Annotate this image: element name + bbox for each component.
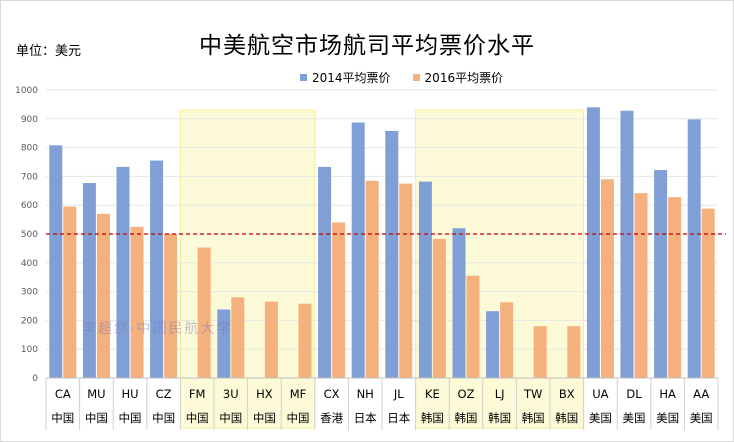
country-label-KE: 韩国 <box>421 411 444 425</box>
x-tick-label-NH: NH <box>357 387 374 401</box>
y-tick-label-0: 0 <box>32 374 38 384</box>
x-tick-label-TW: TW <box>523 387 542 401</box>
x-tick-label-CA: CA <box>55 387 71 401</box>
x-tick-label-DL: DL <box>626 387 642 401</box>
x-tick-label-BX: BX <box>559 387 575 401</box>
bar-2016-HU <box>130 226 144 378</box>
x-tick-label-MF: MF <box>290 387 307 401</box>
bar-2014-NH <box>351 122 365 378</box>
country-label-HX: 中国 <box>253 411 276 425</box>
country-label-AA: 美国 <box>690 411 713 425</box>
x-tick-label-KE: KE <box>425 387 440 401</box>
bar-2016-AA <box>701 208 715 378</box>
country-label-TW: 韩国 <box>522 411 545 425</box>
watermark-text: 李超然·中国民航大学 <box>82 321 233 337</box>
country-label-UA: 美国 <box>589 411 612 425</box>
x-tick-label-HU: HU <box>121 387 138 401</box>
bar-2016-OZ <box>466 275 480 378</box>
y-tick-label-1000: 1000 <box>15 86 38 96</box>
country-label-MF: 中国 <box>287 411 310 425</box>
legend-item-2014: 2014平均票价 <box>300 69 391 86</box>
bar-2014-DL <box>620 110 634 379</box>
bar-2016-JL <box>399 183 413 378</box>
legend-label-2016: 2016平均票价 <box>424 71 504 85</box>
unit-label: 单位：美元 <box>16 44 82 59</box>
x-tick-label-JL: JL <box>393 387 404 401</box>
y-tick-label-200: 200 <box>21 316 38 326</box>
x-tick-label-LJ: LJ <box>495 387 505 401</box>
bar-2016-HX <box>264 301 278 378</box>
bar-2016-KE <box>432 238 446 378</box>
country-label-HA: 美国 <box>656 411 679 425</box>
country-label-OZ: 韩国 <box>455 411 478 425</box>
y-tick-label-400: 400 <box>21 259 38 269</box>
legend-item-2016: 2016平均票价 <box>412 69 504 86</box>
country-label-CZ: 中国 <box>152 411 175 425</box>
bar-2014-3U <box>217 309 231 378</box>
country-label-3U: 中国 <box>219 411 242 425</box>
bar-2014-AA <box>687 119 701 378</box>
bar-2014-UA <box>586 107 600 378</box>
bar-2016-TW <box>533 326 547 378</box>
bar-2016-3U <box>231 297 245 378</box>
x-tick-label-3U: 3U <box>223 387 239 401</box>
country-label-LJ: 韩国 <box>488 411 511 425</box>
country-label-MU: 中国 <box>85 411 108 425</box>
bar-2014-HU <box>116 166 130 378</box>
country-label-CX: 香港 <box>320 411 343 425</box>
legend-label-2014: 2014平均票价 <box>312 71 391 85</box>
y-tick-label-600: 600 <box>21 201 38 211</box>
legend-swatch-2016 <box>412 74 420 81</box>
bar-2016-MF <box>298 303 312 378</box>
y-tick-label-700: 700 <box>21 172 38 182</box>
country-label-FM: 中国 <box>186 411 209 425</box>
bar-2016-NH <box>365 180 379 378</box>
bar-2014-JL <box>385 130 399 378</box>
bar-2016-CX <box>332 222 346 378</box>
bar-2014-HA <box>654 170 668 378</box>
x-tick-label-FM: FM <box>189 387 206 401</box>
bar-2016-CA <box>63 206 77 378</box>
bar-2016-BX <box>567 326 581 378</box>
x-tick-label-CX: CX <box>324 387 340 401</box>
bar-2016-LJ <box>500 302 514 378</box>
bar-2016-FM <box>197 247 211 378</box>
x-tick-label-UA: UA <box>592 387 608 401</box>
bar-2014-KE <box>418 181 432 378</box>
bar-2016-DL <box>634 193 648 378</box>
x-tick-label-OZ: OZ <box>458 387 475 401</box>
bar-2016-UA <box>600 179 614 378</box>
country-label-BX: 韩国 <box>555 411 578 425</box>
x-tick-label-HA: HA <box>659 387 676 401</box>
y-tick-label-500: 500 <box>21 230 38 240</box>
y-tick-label-300: 300 <box>21 288 38 298</box>
x-tick-label-CZ: CZ <box>156 387 172 401</box>
country-label-JL: 日本 <box>387 411 410 425</box>
bar-2014-LJ <box>486 311 500 378</box>
y-tick-label-800: 800 <box>21 144 38 154</box>
legend-swatch-2014 <box>300 74 307 81</box>
y-tick-label-100: 100 <box>21 345 38 355</box>
country-label-CA: 中国 <box>51 411 74 425</box>
country-label-DL: 美国 <box>623 411 646 425</box>
x-tick-label-AA: AA <box>693 387 709 401</box>
bar-2014-CZ <box>150 160 164 378</box>
x-tick-label-MU: MU <box>87 387 105 401</box>
legend: 2014平均票价 2016平均票价 <box>300 69 503 86</box>
bar-2014-CA <box>49 145 63 378</box>
bar-2014-MU <box>82 183 96 378</box>
bar-2016-MU <box>96 213 110 378</box>
x-tick-label-HX: HX <box>256 387 273 401</box>
country-label-NH: 日本 <box>354 411 377 425</box>
bar-2016-HA <box>668 197 682 378</box>
country-label-HU: 中国 <box>119 411 142 425</box>
bar-2014-OZ <box>452 228 466 378</box>
bar-2014-CX <box>318 166 332 378</box>
bar-2016-CZ <box>164 234 178 378</box>
y-tick-label-900: 900 <box>21 115 38 125</box>
chart-title: 中美航空市场航司平均票价水平 <box>199 33 535 59</box>
